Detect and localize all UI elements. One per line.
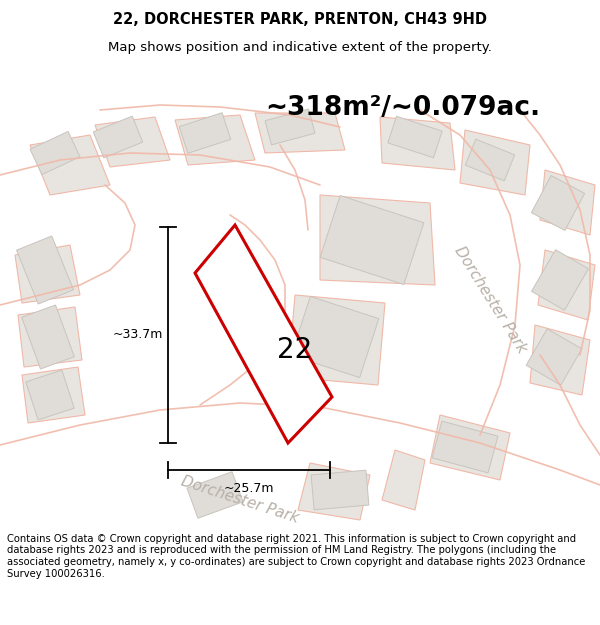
Polygon shape: [30, 135, 110, 195]
Polygon shape: [288, 295, 385, 385]
Text: 22: 22: [277, 336, 313, 364]
Polygon shape: [175, 115, 255, 165]
Text: Dorchester Park: Dorchester Park: [451, 244, 529, 356]
Polygon shape: [430, 415, 510, 480]
Polygon shape: [540, 170, 595, 235]
Polygon shape: [15, 245, 80, 303]
Polygon shape: [380, 117, 455, 170]
Polygon shape: [465, 139, 515, 181]
Polygon shape: [265, 109, 315, 145]
Text: ~318m²/~0.079ac.: ~318m²/~0.079ac.: [265, 95, 540, 121]
Text: ~33.7m: ~33.7m: [113, 329, 163, 341]
Polygon shape: [18, 307, 82, 367]
Text: 22, DORCHESTER PARK, PRENTON, CH43 9HD: 22, DORCHESTER PARK, PRENTON, CH43 9HD: [113, 12, 487, 27]
Polygon shape: [388, 116, 442, 158]
Polygon shape: [22, 305, 74, 369]
Polygon shape: [311, 470, 369, 510]
Polygon shape: [195, 225, 332, 443]
Polygon shape: [382, 450, 425, 510]
Polygon shape: [17, 236, 73, 304]
Text: ~25.7m: ~25.7m: [224, 482, 274, 495]
Polygon shape: [95, 117, 170, 167]
Polygon shape: [179, 112, 231, 153]
Polygon shape: [532, 176, 584, 231]
Polygon shape: [291, 296, 379, 378]
Polygon shape: [526, 329, 582, 385]
Polygon shape: [255, 113, 345, 153]
Polygon shape: [530, 325, 590, 395]
Polygon shape: [320, 195, 435, 285]
Polygon shape: [298, 463, 370, 520]
Polygon shape: [460, 130, 530, 195]
Text: Dorchester Park: Dorchester Park: [179, 474, 301, 526]
Polygon shape: [187, 472, 243, 518]
Polygon shape: [30, 131, 80, 174]
Text: Map shows position and indicative extent of the property.: Map shows position and indicative extent…: [108, 41, 492, 54]
Polygon shape: [320, 196, 424, 284]
Polygon shape: [432, 421, 498, 473]
Polygon shape: [532, 250, 589, 310]
Polygon shape: [538, 250, 595, 320]
Polygon shape: [93, 116, 143, 158]
Polygon shape: [22, 367, 85, 423]
Text: Contains OS data © Crown copyright and database right 2021. This information is : Contains OS data © Crown copyright and d…: [7, 534, 586, 579]
Polygon shape: [26, 370, 74, 420]
